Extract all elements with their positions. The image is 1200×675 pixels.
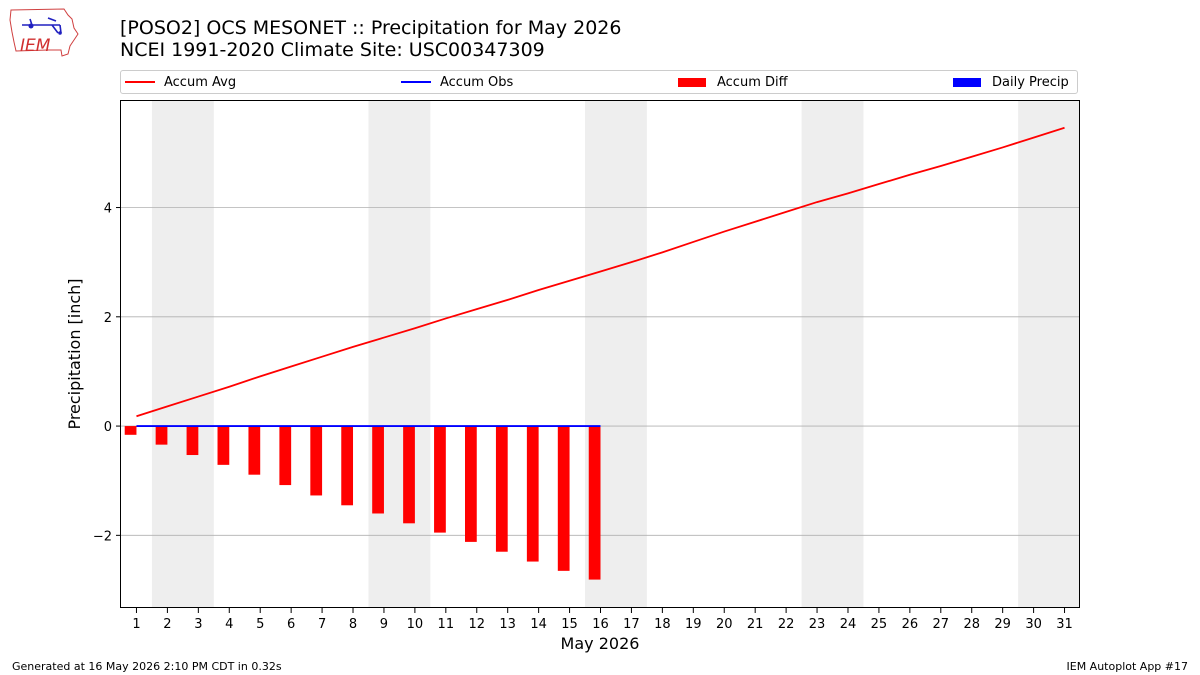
iem-logo: IEM bbox=[8, 6, 80, 58]
y-tick-label: 4 bbox=[104, 202, 112, 217]
x-tick-label: 9 bbox=[380, 617, 388, 632]
legend-swatch-accum-avg bbox=[125, 81, 155, 83]
weekend-band-1 bbox=[151, 101, 214, 608]
footer-app-id: IEM Autoplot App #17 bbox=[1066, 660, 1189, 673]
x-tick-label: 24 bbox=[840, 617, 857, 632]
x-tick-label: 13 bbox=[499, 617, 516, 632]
legend-item-accum-diff: Accum Diff bbox=[678, 71, 788, 93]
x-tick-label: 25 bbox=[871, 617, 888, 632]
x-tick-label: 15 bbox=[561, 617, 578, 632]
weekend-band-5 bbox=[1018, 101, 1080, 608]
x-tick-label: 1 bbox=[132, 617, 140, 632]
footer-generated: Generated at 16 May 2026 2:10 PM CDT in … bbox=[12, 660, 282, 673]
x-tick-label: 30 bbox=[1025, 617, 1042, 632]
accum-diff-bar bbox=[310, 426, 323, 496]
x-tick-label: 31 bbox=[1056, 617, 1073, 632]
legend-swatch-accum-obs bbox=[401, 81, 431, 83]
x-tick-label: 10 bbox=[407, 617, 424, 632]
x-tick-label: 17 bbox=[623, 617, 640, 632]
accum-diff-bar bbox=[557, 426, 570, 571]
accum-diff-bar bbox=[526, 426, 539, 562]
weekend-band-2 bbox=[368, 101, 431, 608]
legend-label-accum-obs: Accum Obs bbox=[440, 74, 514, 90]
accum-diff-bar bbox=[155, 426, 168, 445]
accum-diff-bar bbox=[186, 426, 199, 456]
x-tick-label: 4 bbox=[225, 617, 233, 632]
legend-swatch-daily-precip bbox=[953, 77, 981, 87]
x-tick-label: 8 bbox=[349, 617, 357, 632]
x-tick-label: 23 bbox=[809, 617, 826, 632]
x-axis-label: May 2026 bbox=[561, 634, 640, 653]
x-tick-label: 6 bbox=[287, 617, 295, 632]
accum-diff-bar bbox=[588, 426, 601, 580]
accum-diff-bar bbox=[372, 426, 384, 514]
legend-label-accum-diff: Accum Diff bbox=[717, 74, 788, 90]
accum-diff-bar bbox=[124, 426, 137, 435]
x-tick-label: 29 bbox=[994, 617, 1011, 632]
legend-item-daily-precip: Daily Precip bbox=[953, 71, 1069, 93]
accum-diff-bar bbox=[279, 426, 292, 486]
x-tick-label: 5 bbox=[256, 617, 264, 632]
y-axis-label: Precipitation [inch] bbox=[65, 278, 84, 429]
y-tick-label: 0 bbox=[104, 420, 112, 435]
x-tick-label: 22 bbox=[778, 617, 795, 632]
x-tick-label: 16 bbox=[592, 617, 609, 632]
x-tick-label: 20 bbox=[716, 617, 733, 632]
title-line-2: NCEI 1991-2020 Climate Site: USC00347309 bbox=[120, 39, 545, 61]
x-tick-label: 11 bbox=[438, 617, 455, 632]
accum-diff-bar bbox=[403, 426, 415, 524]
plot-frame bbox=[120, 100, 1080, 608]
accum-diff-bar bbox=[495, 426, 508, 552]
chart-title: [POSO2] OCS MESONET :: Precipitation for… bbox=[120, 17, 621, 61]
accum-avg-line bbox=[136, 126, 1065, 418]
accum-diff-bar bbox=[434, 426, 446, 533]
x-tick-label: 19 bbox=[685, 617, 702, 632]
accum-diff-bar bbox=[465, 426, 477, 542]
x-tick-label: 14 bbox=[530, 617, 547, 632]
series-lines bbox=[136, 126, 1065, 427]
x-tick-label: 3 bbox=[194, 617, 202, 632]
accum-diff-bar bbox=[217, 426, 230, 465]
y-tick-label: −2 bbox=[93, 529, 112, 544]
x-tick-label: 2 bbox=[163, 617, 171, 632]
weekend-band-4 bbox=[801, 101, 864, 608]
iem-iowa-map-logo: IEM bbox=[9, 8, 79, 57]
x-tick-label: 28 bbox=[963, 617, 980, 632]
legend-item-accum-avg: Accum Avg bbox=[125, 71, 236, 93]
x-tick-label: 26 bbox=[902, 617, 919, 632]
legend-label-daily-precip: Daily Precip bbox=[992, 74, 1069, 90]
accum-diff-bar bbox=[248, 426, 261, 475]
chart-legend: Accum Avg Accum Obs Accum Diff Daily Pre… bbox=[120, 70, 1078, 94]
legend-swatch-accum-diff bbox=[678, 77, 706, 87]
x-tick-label: 27 bbox=[933, 617, 950, 632]
title-line-1: [POSO2] OCS MESONET :: Precipitation for… bbox=[120, 17, 622, 39]
legend-label-accum-avg: Accum Avg bbox=[164, 74, 237, 90]
legend-item-accum-obs: Accum Obs bbox=[401, 71, 513, 93]
x-tick-label: 12 bbox=[468, 617, 485, 632]
x-tick-label: 21 bbox=[747, 617, 764, 632]
accum-diff-bars bbox=[124, 426, 601, 580]
y-tick-label: 2 bbox=[104, 311, 112, 326]
accum-diff-bar bbox=[341, 426, 354, 506]
weekend-shading bbox=[151, 101, 1080, 608]
logo-text: IEM bbox=[20, 36, 51, 56]
x-tick-label: 7 bbox=[318, 617, 326, 632]
x-tick-label: 18 bbox=[654, 617, 671, 632]
